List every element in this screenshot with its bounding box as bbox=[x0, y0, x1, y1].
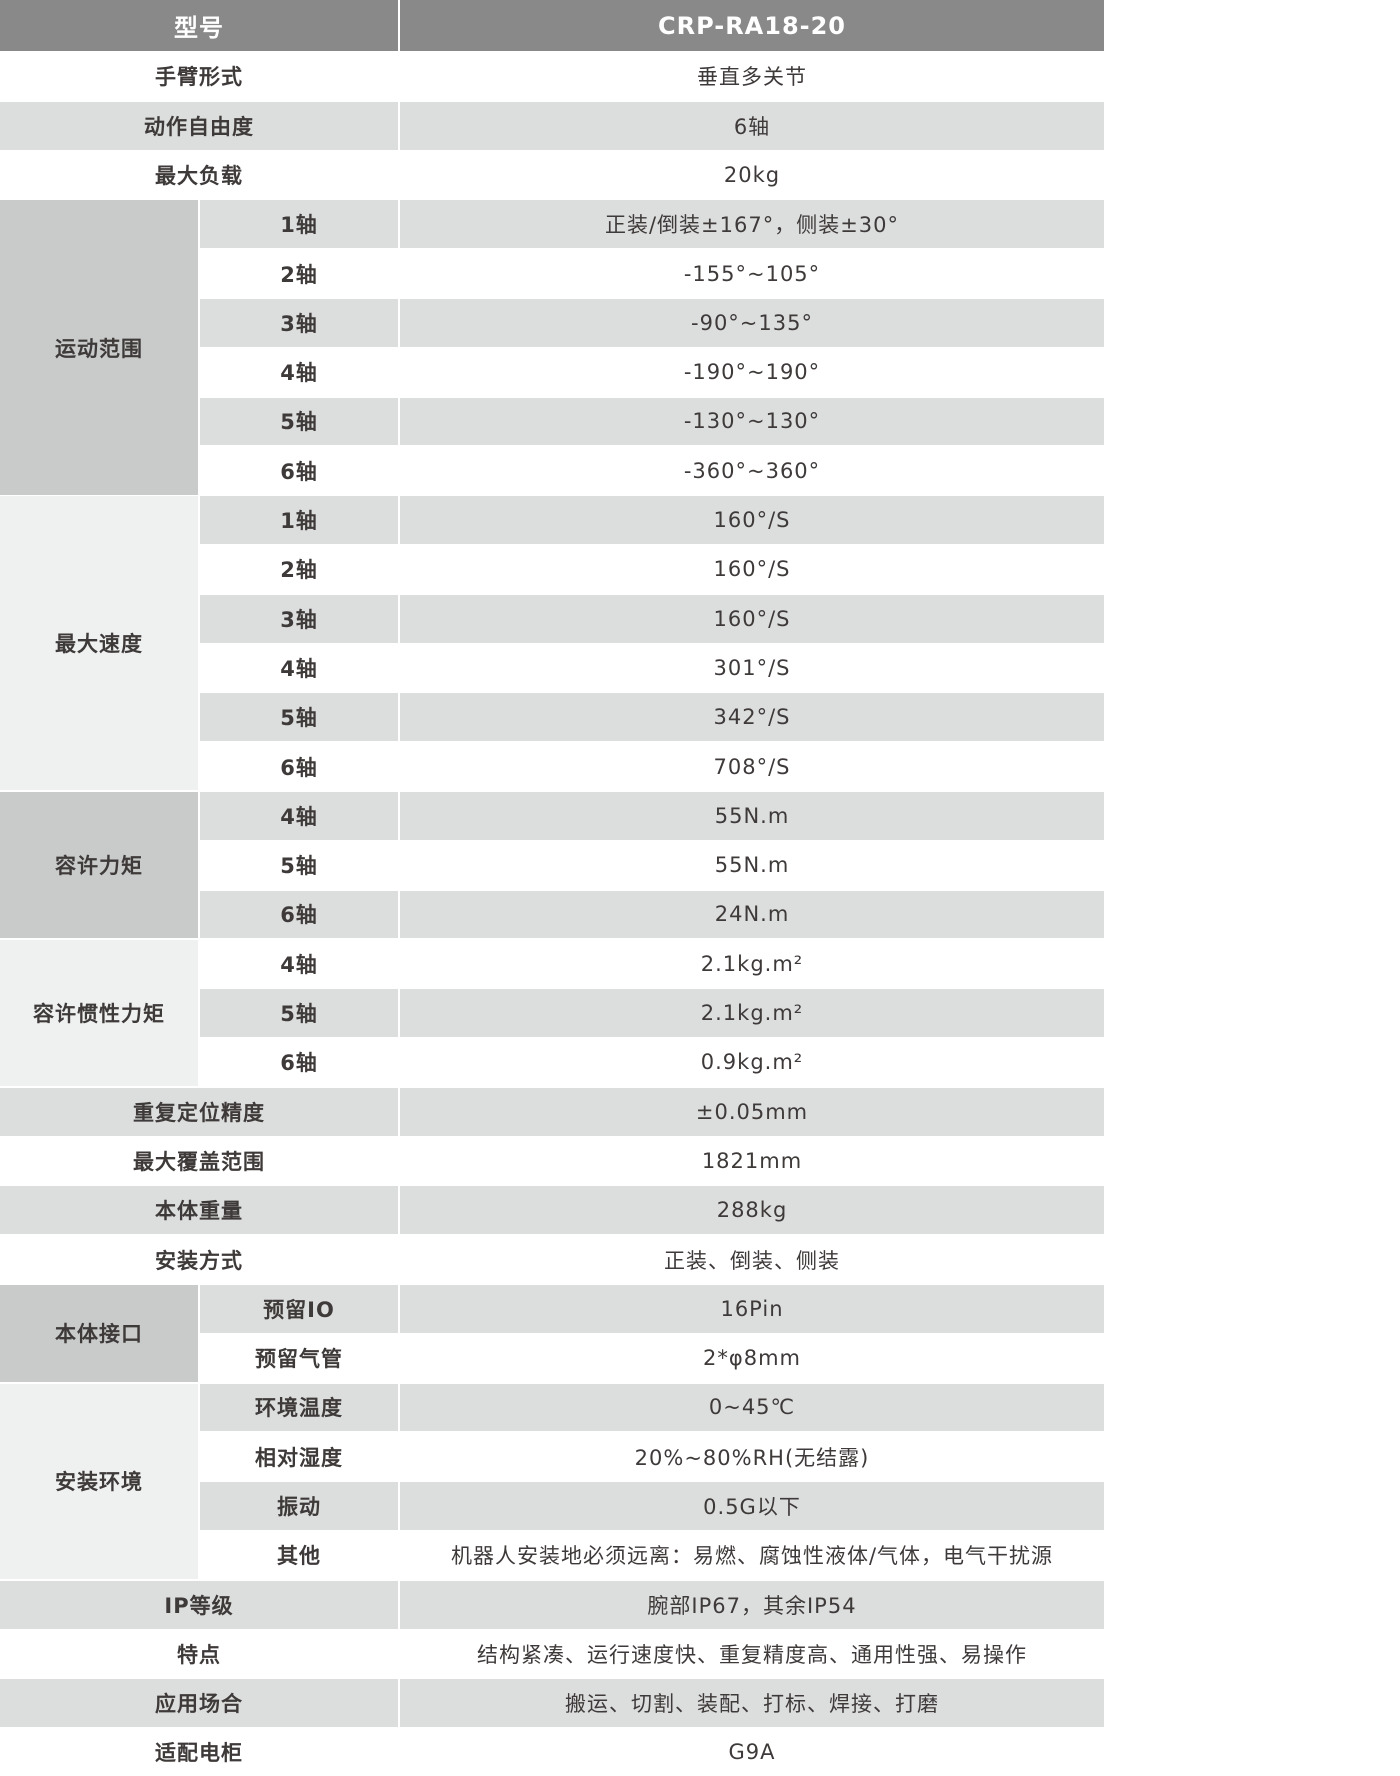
spec-value: 1821mm bbox=[400, 1137, 1104, 1185]
spec-label: 重复定位精度 bbox=[0, 1087, 398, 1136]
spec-value: -190°~190° bbox=[400, 348, 1104, 397]
spec-value: 20%~80%RH(无结露) bbox=[400, 1432, 1104, 1481]
sub-label: 4轴 bbox=[200, 644, 398, 692]
spec-value: 160°/S bbox=[400, 496, 1104, 544]
sub-label: 3轴 bbox=[200, 594, 398, 643]
spec-value: -130°~130° bbox=[400, 397, 1104, 446]
spec-value: 0.9kg.m² bbox=[400, 1038, 1104, 1087]
spec-label: 最大覆盖范围 bbox=[0, 1137, 398, 1185]
sub-label: 6轴 bbox=[200, 1038, 398, 1087]
spec-value: 24N.m bbox=[400, 890, 1104, 939]
sub-label: 4轴 bbox=[200, 939, 398, 988]
spec-value: 2.1kg.m² bbox=[400, 989, 1104, 1037]
spec-label: 动作自由度 bbox=[0, 101, 398, 150]
spec-label: IP等级 bbox=[0, 1580, 398, 1629]
spec-table: 型号 CRP-RA18-20 手臂形式 垂直多关节 动作自由度 6轴 最大负载 20kg 运… bbox=[0, 0, 1104, 1776]
spec-value: 0.5G以下 bbox=[400, 1482, 1104, 1530]
spec-value: 55N.m bbox=[400, 791, 1104, 840]
spec-value: 55N.m bbox=[400, 841, 1104, 890]
group-label: 运动范围 bbox=[0, 200, 198, 495]
sub-label: 环境温度 bbox=[200, 1383, 398, 1432]
spec-label: 本体重量 bbox=[0, 1186, 398, 1235]
spec-label: 手臂形式 bbox=[0, 52, 398, 101]
header-model: CRP-RA18-20 bbox=[400, 0, 1104, 51]
sub-label: 振动 bbox=[200, 1482, 398, 1530]
sub-label: 6轴 bbox=[200, 446, 398, 495]
spec-label: 特点 bbox=[0, 1630, 398, 1678]
spec-value: -90°~135° bbox=[400, 298, 1104, 347]
spec-value: -360°~360° bbox=[400, 446, 1104, 495]
spec-value: 301°/S bbox=[400, 644, 1104, 692]
spec-value: 160°/S bbox=[400, 545, 1104, 594]
spec-value: 机器人安装地必须远离：易燃、腐蚀性液体/气体，电气干扰源 bbox=[400, 1531, 1104, 1580]
spec-value: 垂直多关节 bbox=[400, 52, 1104, 101]
sub-label: 6轴 bbox=[200, 890, 398, 939]
sub-label: 4轴 bbox=[200, 791, 398, 840]
sub-label: 预留IO bbox=[200, 1284, 398, 1333]
sub-label: 1轴 bbox=[200, 496, 398, 544]
spec-value: 搬运、切割、装配、打标、焊接、打磨 bbox=[400, 1679, 1104, 1728]
spec-value: -155°~105° bbox=[400, 249, 1104, 298]
spec-label: 应用场合 bbox=[0, 1679, 398, 1728]
sub-label: 2轴 bbox=[200, 545, 398, 594]
spec-value: 20kg bbox=[400, 151, 1104, 199]
sub-label: 其他 bbox=[200, 1531, 398, 1580]
sub-label: 4轴 bbox=[200, 348, 398, 397]
spec-value: 结构紧凑、运行速度快、重复精度高、通用性强、易操作 bbox=[400, 1630, 1104, 1678]
sub-label: 5轴 bbox=[200, 989, 398, 1037]
spec-value: 16Pin bbox=[400, 1284, 1104, 1333]
spec-value: 正装/倒装±167°，侧装±30° bbox=[400, 200, 1104, 249]
spec-value: 288kg bbox=[400, 1186, 1104, 1235]
group-label: 最大速度 bbox=[0, 496, 198, 791]
sub-label: 6轴 bbox=[200, 742, 398, 791]
spec-label: 适配电柜 bbox=[0, 1728, 398, 1776]
sub-label: 5轴 bbox=[200, 397, 398, 446]
sub-label: 5轴 bbox=[200, 841, 398, 890]
spec-value: 腕部IP67，其余IP54 bbox=[400, 1580, 1104, 1629]
sub-label: 2轴 bbox=[200, 249, 398, 298]
spec-value: 2.1kg.m² bbox=[400, 939, 1104, 988]
header-label: 型号 bbox=[0, 0, 398, 51]
spec-value: 正装、倒装、侧装 bbox=[400, 1235, 1104, 1284]
spec-value: 708°/S bbox=[400, 742, 1104, 791]
group-label: 本体接口 bbox=[0, 1284, 198, 1383]
spec-value: G9A bbox=[400, 1728, 1104, 1776]
sub-label: 相对湿度 bbox=[200, 1432, 398, 1481]
spec-value: 6轴 bbox=[400, 101, 1104, 150]
spec-label: 安装方式 bbox=[0, 1235, 398, 1284]
group-label: 安装环境 bbox=[0, 1383, 198, 1580]
sub-label: 3轴 bbox=[200, 298, 398, 347]
group-label: 容许力矩 bbox=[0, 791, 198, 939]
spec-value: 342°/S bbox=[400, 693, 1104, 742]
spec-label: 最大负载 bbox=[0, 151, 398, 199]
group-label: 容许惯性力矩 bbox=[0, 939, 198, 1087]
spec-value: 160°/S bbox=[400, 594, 1104, 643]
spec-value: 0~45℃ bbox=[400, 1383, 1104, 1432]
spec-value: ±0.05mm bbox=[400, 1087, 1104, 1136]
sub-label: 预留气管 bbox=[200, 1334, 398, 1383]
sub-label: 1轴 bbox=[200, 200, 398, 249]
spec-value: 2*φ8mm bbox=[400, 1334, 1104, 1383]
sub-label: 5轴 bbox=[200, 693, 398, 742]
